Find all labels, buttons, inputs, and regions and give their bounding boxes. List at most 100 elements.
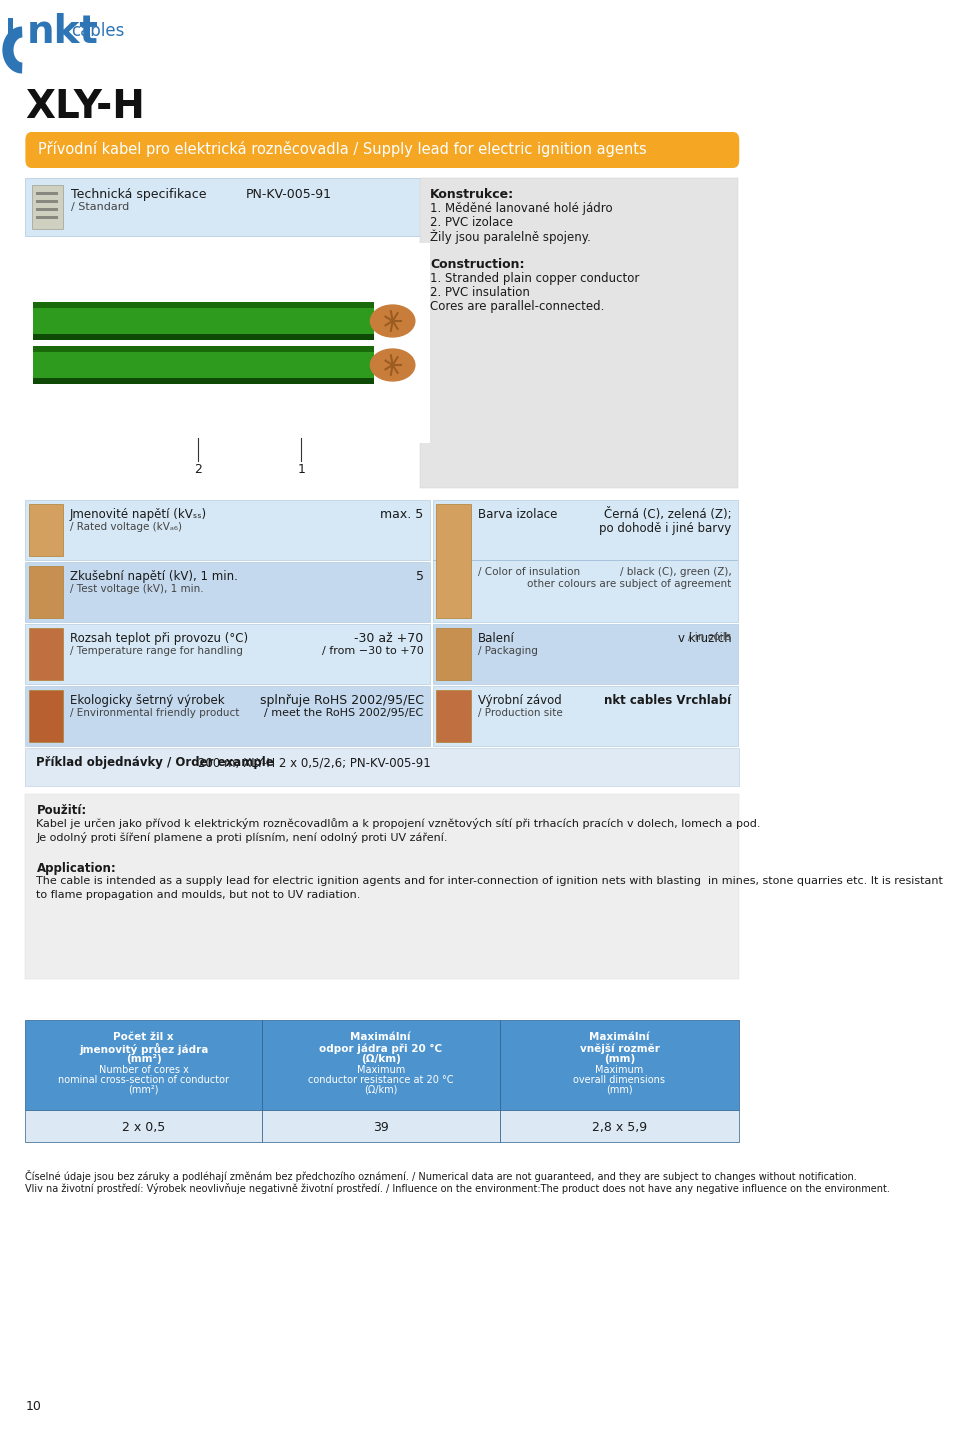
Bar (25, 794, 739, 979)
Text: Maximální: Maximální (589, 1032, 650, 1043)
Text: (Ω/km): (Ω/km) (364, 1086, 397, 1094)
Text: Ekologicky šetrný výrobek: Ekologicky šetrný výrobek (70, 695, 225, 707)
Text: PN-KV-005-91: PN-KV-005-91 (246, 188, 332, 201)
Bar (262, 1110, 500, 1142)
Text: (Ω/km): (Ω/km) (361, 1054, 400, 1064)
Text: Number of cores x: Number of cores x (99, 1066, 188, 1076)
Bar (8, 19, 12, 58)
Text: Technická specifikace: Technická specifikace (71, 188, 207, 201)
Text: 2 x 0,5: 2 x 0,5 (122, 1122, 165, 1135)
Text: 1: 1 (298, 463, 305, 476)
Text: / Packaging: / Packaging (477, 646, 538, 656)
Bar (25, 624, 430, 684)
Bar (29, 690, 63, 742)
Text: jmenovitý průez jádra: jmenovitý průez jádra (79, 1043, 208, 1055)
Text: nkt cables Vrchlabí: nkt cables Vrchlabí (604, 695, 732, 707)
Text: 2. PVC insulation: 2. PVC insulation (430, 286, 530, 299)
Text: (mm²): (mm²) (129, 1086, 158, 1094)
Text: / Color of insulation: / Color of insulation (477, 567, 580, 577)
Text: Přívodní kabel pro elektrická rozněcovadla / Supply lead for electric ignition a: Přívodní kabel pro elektrická rozněcovad… (38, 141, 647, 157)
Text: / Test voltage (kV), 1 min.: / Test voltage (kV), 1 min. (70, 584, 204, 594)
Text: nkt: nkt (27, 13, 99, 50)
Bar (34, 378, 374, 384)
Text: Jmenovité napětí (kVₛₛ): Jmenovité napětí (kVₛₛ) (70, 508, 207, 521)
Text: nominal cross-section of conductor: nominal cross-section of conductor (58, 1076, 229, 1086)
Text: Maximální: Maximální (350, 1032, 411, 1043)
Text: Kabel je určen jako přívod k elektrickým rozněcovadlům a k propojení vznětových : Kabel je určen jako přívod k elektrickým… (36, 818, 761, 828)
Text: / from −30 to +70: / from −30 to +70 (322, 646, 423, 656)
Text: (mm): (mm) (604, 1054, 636, 1064)
Bar (29, 567, 63, 618)
Bar (34, 334, 374, 339)
Text: 2,8 x 5,9: 2,8 x 5,9 (592, 1122, 647, 1135)
Text: Barva izolace: Barva izolace (477, 508, 557, 521)
Text: to flame propagation and moulds, but not to UV radiation.: to flame propagation and moulds, but not… (36, 890, 361, 900)
Text: Je odolný proti šíření plamene a proti plísním, není odolný proti UV záření.: Je odolný proti šíření plamene a proti p… (36, 833, 448, 843)
Bar (500, 1110, 739, 1142)
Text: -30 až +70: -30 až +70 (354, 631, 423, 646)
Text: po dohodě i jiné barvy: po dohodě i jiné barvy (599, 522, 732, 535)
Text: 2: 2 (194, 463, 203, 476)
Bar (32, 186, 63, 229)
Bar (436, 628, 471, 680)
Text: max. 5: max. 5 (380, 508, 423, 521)
Text: Počet žil x: Počet žil x (113, 1032, 174, 1043)
Text: Vliv na životní prostředí: Výrobek neovlivňuje negativně životní prostředí. / In: Vliv na životní prostředí: Výrobek neovl… (25, 1183, 890, 1194)
Text: 1. Měděné lanované holé jádro: 1. Měděné lanované holé jádro (430, 201, 612, 216)
Bar (34, 347, 374, 384)
Bar (436, 503, 471, 618)
Bar (36, 193, 58, 196)
Bar (25, 686, 430, 746)
Bar (25, 748, 739, 787)
Text: conductor resistance at 20 °C: conductor resistance at 20 °C (308, 1076, 453, 1086)
Text: Zkušební napětí (kV), 1 min.: Zkušební napětí (kV), 1 min. (70, 569, 238, 582)
Text: Žily jsou paralelně spojeny.: Žily jsou paralelně spojeny. (430, 230, 590, 244)
Text: Rozsah teplot při provozu (°C): Rozsah teplot při provozu (°C) (70, 631, 248, 646)
Text: Číselné údaje jsou bez záruky a podléhají změnám bez předchozího oznámení. / Num: Číselné údaje jsou bez záruky a podléhaj… (25, 1171, 857, 1182)
Bar (25, 1110, 262, 1142)
Text: / meet the RoHS 2002/95/EC: / meet the RoHS 2002/95/EC (264, 707, 423, 718)
Text: Výrobní závod: Výrobní závod (477, 695, 562, 707)
Bar (34, 302, 374, 308)
Text: overall dimensions: overall dimensions (573, 1076, 665, 1086)
Text: Černá (C), zelená (Z);: Černá (C), zelená (Z); (604, 508, 732, 521)
Bar (433, 624, 737, 684)
Bar (262, 1020, 500, 1110)
Text: 2. PVC izolace: 2. PVC izolace (430, 216, 513, 229)
Text: odpor jádra při 20 °C: odpor jádra při 20 °C (319, 1043, 443, 1054)
Bar (34, 302, 374, 339)
Bar (25, 500, 430, 559)
Bar (433, 500, 737, 623)
Bar (433, 686, 737, 746)
Bar (25, 243, 430, 443)
Text: 39: 39 (372, 1122, 389, 1135)
Text: / black (C), green (Z),: / black (C), green (Z), (619, 567, 732, 577)
Text: Maximum: Maximum (595, 1066, 643, 1076)
Text: / Environmental friendly product: / Environmental friendly product (70, 707, 239, 718)
FancyBboxPatch shape (25, 132, 739, 168)
Text: splnřuje RoHS 2002/95/EC: splnřuje RoHS 2002/95/EC (259, 695, 423, 707)
Text: / Standard: / Standard (71, 201, 130, 211)
Text: / Production site: / Production site (477, 707, 563, 718)
Text: Construction:: Construction: (430, 257, 524, 270)
Text: Balení: Balení (477, 631, 515, 646)
Text: 10: 10 (25, 1401, 41, 1414)
Text: 200 m; XLY-H 2 x 0,5/2,6; PN-KV-005-91: 200 m; XLY-H 2 x 0,5/2,6; PN-KV-005-91 (199, 756, 431, 769)
Text: (mm²): (mm²) (126, 1054, 161, 1064)
Text: The cable is intended as a supply lead for electric ignition agents and for inte: The cable is intended as a supply lead f… (36, 876, 944, 886)
Bar (25, 1020, 262, 1110)
Ellipse shape (371, 305, 415, 336)
Text: 5: 5 (416, 569, 423, 582)
Text: / Temperature range for handling: / Temperature range for handling (70, 646, 243, 656)
Bar (36, 209, 58, 211)
Text: Application:: Application: (36, 861, 116, 874)
Text: Použití:: Použití: (36, 804, 86, 817)
Text: v kruzích: v kruzích (678, 631, 732, 646)
Text: 1. Stranded plain copper conductor: 1. Stranded plain copper conductor (430, 272, 639, 285)
Text: Maximum: Maximum (356, 1066, 405, 1076)
Text: other colours are subject of agreement: other colours are subject of agreement (527, 580, 732, 590)
Bar (29, 503, 63, 557)
Text: Příklad objednávky / Order example: Příklad objednávky / Order example (36, 756, 275, 769)
Text: (mm): (mm) (606, 1086, 633, 1094)
Text: vnější rozměr: vnější rozměr (580, 1043, 660, 1054)
